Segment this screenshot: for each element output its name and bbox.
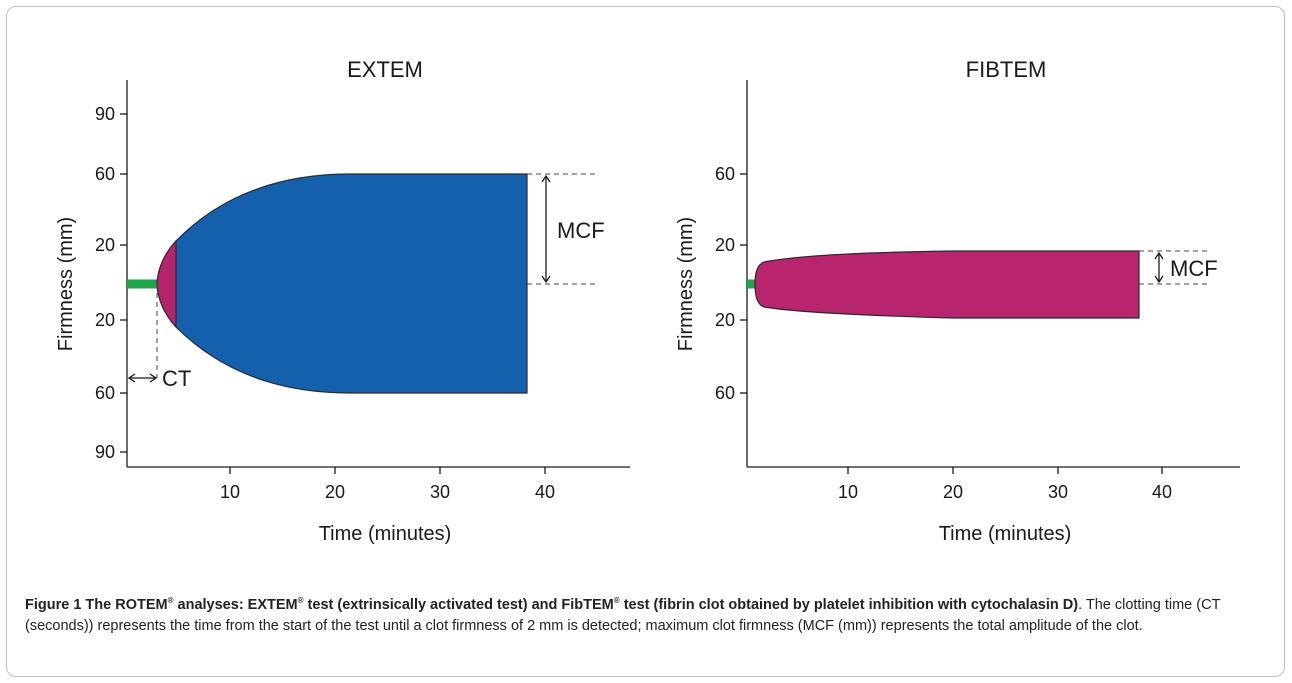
extem-y-axis-label: Firmness (mm): [55, 217, 77, 351]
caption-bold-part-1: The ROTEM: [81, 597, 168, 613]
extem-chart: EXTEM 90 60 20 20 60 90 10 20 30 40: [55, 57, 630, 545]
fibtem-x-ticks: 10 20 30 40: [838, 467, 1172, 502]
extem-ct-arrowhead-left: [127, 373, 136, 383]
caption-bold-part-3: test (extrinsically activated test) and …: [303, 597, 614, 613]
fibtem-clot-area: [754, 250, 1140, 319]
fibtem-y-ticks: 60 20 20 60: [715, 164, 747, 403]
caption-registered-mark: ®: [613, 596, 620, 606]
caption-registered-mark: ®: [297, 596, 304, 606]
caption-description: . The clotting time (CT (seconds)) repre…: [25, 597, 1221, 634]
caption-registered-mark: ®: [167, 596, 174, 606]
fibtem-mcf-label: MCF: [1170, 256, 1218, 281]
extem-y-tick-label: 60: [95, 164, 115, 184]
fibtem-y-tick-label: 20: [715, 235, 735, 255]
figure-plots: EXTEM 90 60 20 20 60 90 10 20 30 40: [55, 57, 1240, 545]
extem-mcf-arrowhead-up: [541, 174, 551, 183]
fibtem-mcf-arrowhead-down: [1154, 275, 1164, 284]
caption-figure-label: Figure 1: [25, 597, 82, 613]
fibtem-y-tick-label: 60: [715, 164, 735, 184]
extem-y-tick-label: 20: [95, 235, 115, 255]
extem-x-tick-label: 10: [220, 482, 240, 502]
fibtem-x-tick-label: 20: [943, 482, 963, 502]
figure-caption: Figure 1 The ROTEM® analyses: EXTEM® tes…: [25, 595, 1270, 637]
fibtem-x-tick-label: 10: [838, 482, 858, 502]
extem-ct-arrowhead-right: [149, 373, 158, 383]
fibtem-mcf-arrowhead-up: [1154, 251, 1164, 260]
extem-early-phase-area: [156, 239, 177, 329]
extem-y-tick-label: 60: [95, 383, 115, 403]
extem-x-tick-label: 20: [325, 482, 345, 502]
fibtem-x-tick-label: 30: [1048, 482, 1068, 502]
extem-title: EXTEM: [347, 57, 423, 82]
caption-bold-part-4: test (fibrin clot obtained by platelet i…: [619, 597, 1079, 613]
extem-x-ticks: 10 20 30 40: [220, 467, 555, 502]
extem-mcf-arrowhead-down: [541, 275, 551, 284]
extem-y-ticks: 90 60 20 20 60 90: [95, 104, 127, 462]
fibtem-y-tick-label: 20: [715, 310, 735, 330]
extem-y-tick-label: 20: [95, 310, 115, 330]
caption-bold-part-2: analyses: EXTEM: [173, 597, 298, 613]
fibtem-title: FIBTEM: [966, 57, 1047, 82]
extem-ct-label: CT: [162, 366, 191, 391]
extem-y-tick-label: 90: [95, 104, 115, 124]
extem-x-axis-label: Time (minutes): [319, 523, 452, 545]
extem-clot-area: [156, 173, 528, 394]
fibtem-chart: FIBTEM 60 20 20 60 10 20 30 40 Time (min…: [675, 57, 1240, 545]
extem-x-tick-label: 30: [430, 482, 450, 502]
fibtem-x-axis-label: Time (minutes): [939, 523, 1072, 545]
fibtem-y-axis-label: Firmness (mm): [675, 217, 697, 351]
extem-y-tick-label: 90: [95, 442, 115, 462]
extem-mcf-label: MCF: [557, 218, 605, 243]
extem-x-tick-label: 40: [535, 482, 555, 502]
fibtem-x-tick-label: 40: [1152, 482, 1172, 502]
fibtem-y-tick-label: 60: [715, 383, 735, 403]
